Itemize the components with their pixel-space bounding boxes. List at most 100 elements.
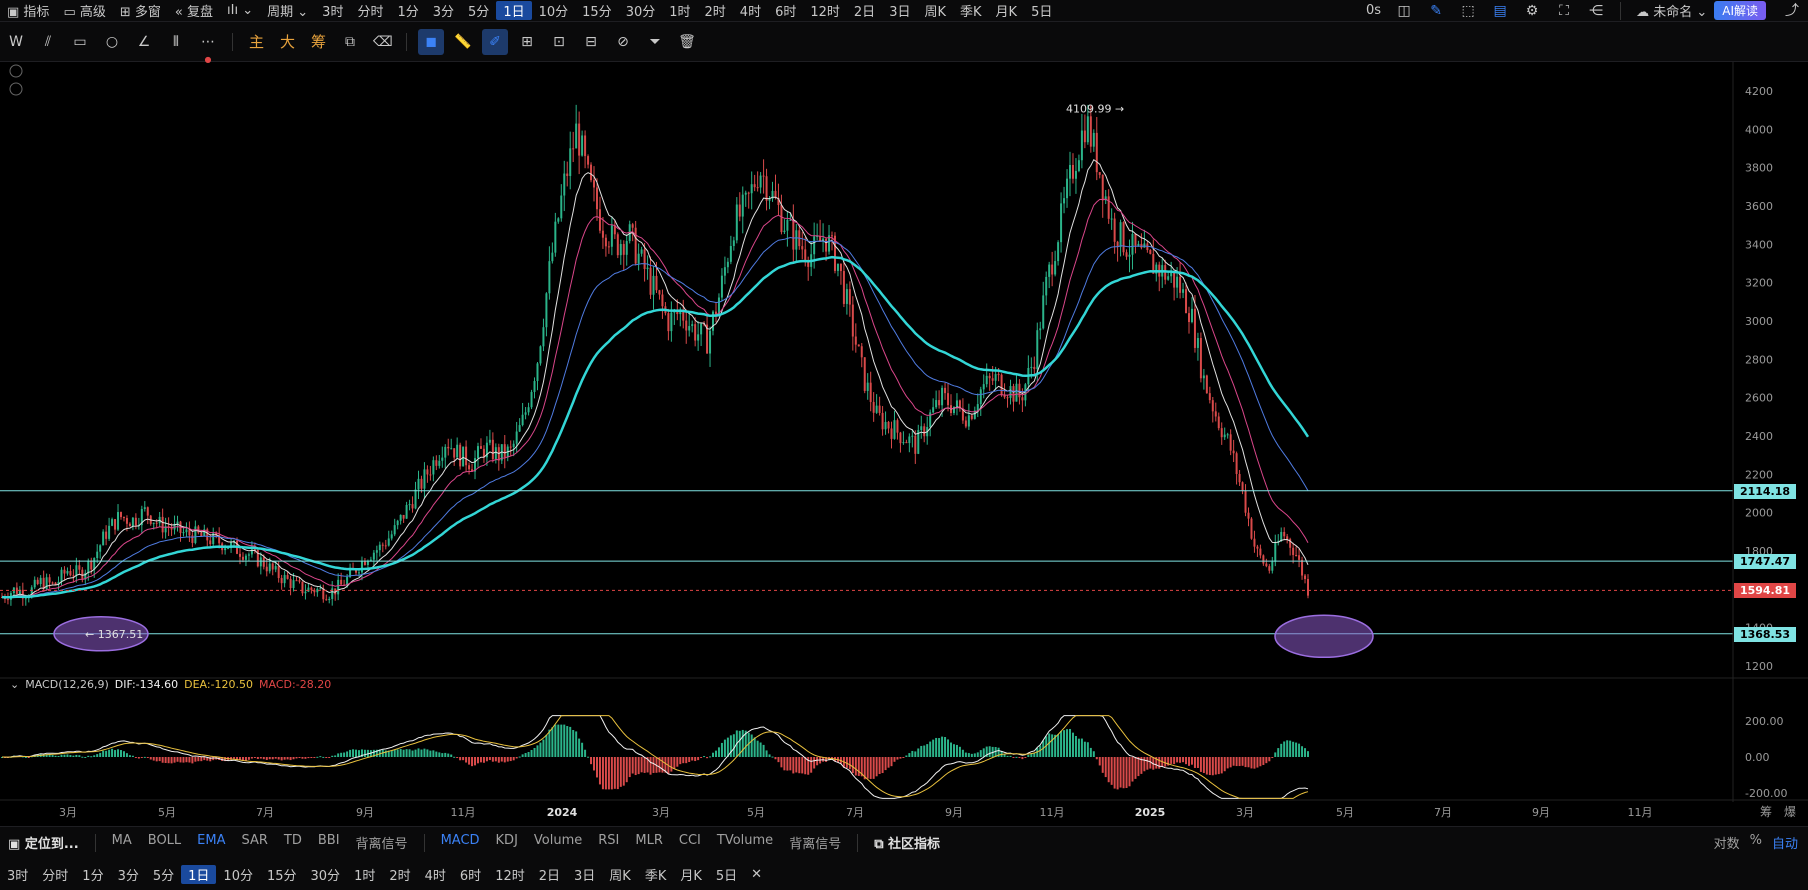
more-icon[interactable]: ⋯● <box>201 33 215 64</box>
top-period-6[interactable]: 10分 <box>538 5 569 20</box>
draw-pen-icon[interactable]: ✐ <box>482 28 509 55</box>
indicator-menu[interactable]: ▣ 指标 <box>7 5 50 20</box>
top-period-12[interactable]: 6时 <box>775 5 797 20</box>
chip-tool[interactable]: 筹 <box>311 33 327 51</box>
sub-ind-tvolume[interactable]: TVolume <box>716 833 774 848</box>
close-periods-icon[interactable]: ✕ <box>751 866 763 882</box>
bottom-period-10[interactable]: 2时 <box>389 868 411 884</box>
cloud-doc-dropdown[interactable]: ☁ 未命名 ⌄ <box>1636 5 1708 20</box>
candle-icon[interactable]: ⊞ <box>521 33 533 50</box>
multi-window-menu[interactable]: ⊞ 多窗 <box>119 5 161 20</box>
fib-icon[interactable]: ⦀ <box>172 33 180 50</box>
top-period-0[interactable]: 3时 <box>322 5 344 20</box>
sub-ind-volume[interactable]: Volume <box>533 833 583 848</box>
top-period-1[interactable]: 分时 <box>357 5 384 20</box>
bottom-period-13[interactable]: 12时 <box>495 868 525 884</box>
bottom-period-17[interactable]: 季K <box>644 868 667 884</box>
main-ind-sar[interactable]: SAR <box>241 833 268 848</box>
top-period-7[interactable]: 15分 <box>582 5 612 20</box>
top-period-18[interactable]: 月K <box>995 5 1018 20</box>
locate-button[interactable]: ▣ 定位到... <box>8 837 79 852</box>
bottom-period-12[interactable]: 6时 <box>459 868 482 884</box>
sub-ind-kdj[interactable]: KDJ <box>495 833 518 848</box>
sub-ind-rsi[interactable]: RSI <box>598 833 620 848</box>
bottom-period-15[interactable]: 3日 <box>574 868 596 884</box>
auto-scale-toggle[interactable]: 自动 <box>1771 837 1798 852</box>
advanced-menu[interactable]: ▭ 高级 <box>63 5 106 20</box>
edit-icon[interactable]: ✎ <box>1430 2 1442 19</box>
angle-icon[interactable]: ∠ <box>137 33 151 50</box>
chart-type-dropdown[interactable]: ıIı ⌄ <box>227 3 254 18</box>
expand-left-icon-2[interactable] <box>9 82 23 96</box>
top-period-3[interactable]: 3分 <box>432 5 455 20</box>
layout-icon[interactable]: ⬚ <box>1461 2 1475 19</box>
bottom-period-3[interactable]: 3分 <box>117 868 139 884</box>
rectangle-icon[interactable]: ▭ <box>73 33 87 50</box>
period-menu[interactable]: 周期 ⌄ <box>267 5 309 20</box>
main-ind-boll[interactable]: BOLL <box>147 833 182 848</box>
magnet-icon[interactable]: ◼ <box>418 28 445 55</box>
bottom-period-8[interactable]: 30分 <box>310 868 341 884</box>
top-period-14[interactable]: 2日 <box>853 5 876 20</box>
template-icon[interactable]: ▤ <box>1493 2 1507 19</box>
circle-icon[interactable]: ○ <box>105 33 119 50</box>
big-order-tool[interactable]: 大 <box>280 33 296 51</box>
sub-ind-cci[interactable]: CCI <box>678 833 701 848</box>
share-icon[interactable]: ⋲ <box>1589 2 1604 19</box>
top-period-11[interactable]: 4时 <box>739 5 762 20</box>
top-period-17[interactable]: 季K <box>960 5 982 20</box>
percent-scale-toggle[interactable]: % <box>1749 833 1762 848</box>
main-ind-bbi[interactable]: BBI <box>317 833 340 848</box>
note-icon[interactable]: ⊟ <box>585 33 597 50</box>
hide-icon[interactable]: ⊘ <box>617 33 629 50</box>
trash-icon[interactable]: 🗑 <box>678 33 696 50</box>
community-indicator-button[interactable]: ⧉ 社区指标 <box>874 837 941 852</box>
pen-w-icon[interactable]: W <box>9 33 23 50</box>
share-link-icon[interactable]: ⤴ <box>1785 2 1799 19</box>
bottom-period-14[interactable]: 2日 <box>538 868 561 884</box>
lock-icon[interactable]: ⊡ <box>553 33 565 50</box>
bottom-period-5[interactable]: 1日 <box>181 864 217 884</box>
eraser-icon[interactable]: ⌫ <box>373 33 393 50</box>
bottom-period-19[interactable]: 5日 <box>715 868 738 884</box>
sub-ind-背离信号[interactable]: 背离信号 <box>789 837 842 852</box>
expand-left-icon[interactable] <box>9 64 23 78</box>
bottom-period-0[interactable]: 3时 <box>7 868 29 884</box>
top-period-9[interactable]: 1时 <box>669 5 691 20</box>
sub-ind-macd[interactable]: MACD <box>440 833 480 848</box>
top-period-15[interactable]: 3日 <box>889 5 911 20</box>
top-period-5[interactable]: 1日 <box>496 1 532 20</box>
ai-interpret-button[interactable]: AI解读 <box>1714 1 1766 20</box>
bottom-period-16[interactable]: 周K <box>609 868 631 884</box>
bottom-period-7[interactable]: 15分 <box>266 868 297 884</box>
replay-menu[interactable]: « 复盘 <box>174 5 214 20</box>
bottom-period-2[interactable]: 1分 <box>82 868 104 884</box>
gear-icon[interactable]: ⚙ <box>1525 2 1539 19</box>
filter-icon[interactable]: ⏷ <box>649 33 661 50</box>
top-period-19[interactable]: 5日 <box>1031 5 1053 20</box>
top-period-10[interactable]: 2时 <box>704 5 726 20</box>
link-icon[interactable]: ⧉ <box>345 33 356 50</box>
top-period-4[interactable]: 5分 <box>468 5 490 20</box>
bottom-period-18[interactable]: 月K <box>680 868 702 884</box>
ruler-icon[interactable]: 📏 <box>454 33 472 50</box>
top-period-8[interactable]: 30分 <box>625 5 656 20</box>
bottom-period-4[interactable]: 5分 <box>152 868 175 884</box>
main-ind-td[interactable]: TD <box>283 833 302 848</box>
camera-icon[interactable]: ◫ <box>1397 2 1411 19</box>
parallel-line-icon[interactable]: ⫽ <box>44 33 52 50</box>
price-chart[interactable]: 4109.99 → ← 1367.51 200.00 0.00 -200.00 420… <box>0 62 1808 826</box>
bottom-period-6[interactable]: 10分 <box>223 868 253 884</box>
top-period-2[interactable]: 1分 <box>397 5 419 20</box>
sub-ind-mlr[interactable]: MLR <box>635 833 663 848</box>
fullscreen-icon[interactable]: ⛶ <box>1559 2 1569 19</box>
bottom-period-1[interactable]: 分时 <box>42 868 69 884</box>
main-ind-ema[interactable]: EMA <box>197 833 226 848</box>
top-period-13[interactable]: 12时 <box>810 5 840 20</box>
main-ind-背离信号[interactable]: 背离信号 <box>355 837 408 852</box>
main-ind-ma[interactable]: MA <box>111 833 132 848</box>
top-period-16[interactable]: 周K <box>924 5 946 20</box>
bottom-period-9[interactable]: 1时 <box>354 868 376 884</box>
collapse-icon[interactable]: ⌄ <box>10 678 20 691</box>
log-scale-toggle[interactable]: 对数 <box>1713 837 1740 852</box>
